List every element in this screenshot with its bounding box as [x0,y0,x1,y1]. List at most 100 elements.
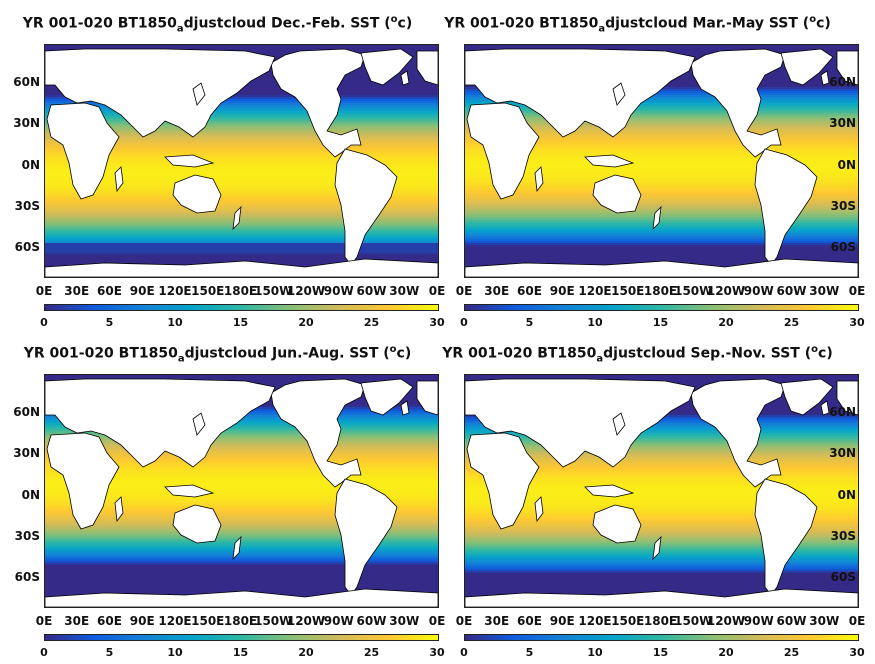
sst-band [465,459,858,462]
sst-map [44,44,439,278]
colorbar-tick: 20 [718,316,734,329]
sst-band [465,563,858,566]
sst-band [465,497,858,500]
sst-band [45,221,438,224]
sst-band [465,423,858,426]
sst-band [465,105,858,108]
land-australia [592,504,642,544]
sst-band [45,567,438,570]
sst-band [465,187,858,190]
sst-band [45,257,438,260]
sst-band [45,49,438,52]
title-main: YR 001-020 BT1850 [444,15,599,32]
sst-band [45,135,438,138]
sst-band [465,453,858,456]
lat-label: 60S [14,240,40,255]
sst-band [45,111,438,114]
land-nz [652,535,662,561]
sst-band [465,431,858,434]
lat-label: 60S [830,240,856,255]
colorbar-tick: 5 [525,646,534,659]
map-title: YR 001-020 BT1850adjustcloud Sep.-Nov. S… [420,344,855,364]
sst-band [465,45,858,48]
land-eurasia [465,378,696,468]
lon-label: 30W [809,284,840,298]
sst-band [465,577,858,580]
sst-band [465,557,858,560]
title-sub: a [596,353,604,365]
colorbar-tick: 30 [849,646,865,659]
land-greenland [360,378,414,416]
sst-band [465,151,858,154]
lon-label: 120W [286,614,326,628]
sst-band [45,145,438,148]
sst-band [45,479,438,482]
sst-band [465,467,858,470]
sst-band [45,455,438,458]
land-uk [400,400,410,416]
lat-label: 0N [837,157,856,172]
sst-band [45,203,438,206]
land-australia [172,174,222,214]
sst-band [45,555,438,558]
sst-band [465,501,858,504]
sst-band [45,159,438,162]
sst-band [45,151,438,154]
sst-map [44,374,439,608]
sst-band [465,99,858,102]
sst-band [465,469,858,472]
sst-band [45,481,438,484]
colorbar-tick: 15 [232,646,249,659]
sst-band [45,437,438,440]
sst-band [465,499,858,502]
lon-label: 180E [223,284,258,298]
sst-band [465,229,858,232]
sst-band [45,453,438,456]
title-main: YR 001-020 BT1850 [23,345,178,362]
title-end: c) [816,15,831,32]
sst-band [465,139,858,142]
colorbar-tick: 25 [363,646,380,659]
sst-band [465,583,858,586]
sst-band [45,195,438,198]
lat-label: 30N [829,446,856,461]
sst-band [465,125,858,128]
colorbar-tick: 15 [232,316,249,329]
lat-label: 0N [21,157,40,172]
sst-band [465,129,858,132]
sst-band [465,581,858,584]
sst-band [45,181,438,184]
land-japan [192,82,206,106]
sst-band [465,195,858,198]
sst-band [465,457,858,460]
land-masses [45,378,438,607]
sst-band [45,175,438,178]
land-madagascar [114,166,124,193]
sst-band [465,545,858,548]
sst-band [45,99,438,102]
land-eurasiaEast [836,50,858,86]
colorbar-tick: 25 [783,316,800,329]
sst-band [465,133,858,136]
colorbar [464,304,859,311]
sst-band [45,545,438,548]
sst-band [465,111,858,114]
sst-band [45,179,438,182]
lat-label: 30S [830,198,856,213]
lon-label: 0E [848,614,866,628]
sst-band [45,557,438,560]
lon-label: 150E [191,614,225,628]
sst-band [465,113,858,116]
sst-band [45,191,438,194]
sst-band [45,563,438,566]
sst-band [465,257,858,260]
land-masses [465,378,858,607]
sst-band [465,505,858,508]
lon-axis: 0E 30E 60E 90E 120E 150E 180E 150W 120W 90W 60W 30W… [36,614,446,630]
lon-label: 150W [254,284,293,298]
land-eurasia [465,48,696,138]
land-americasSouth [334,148,398,266]
lon-label: 60W [356,284,387,298]
land-americasSouth [334,478,398,596]
land-madagascar [114,496,124,523]
